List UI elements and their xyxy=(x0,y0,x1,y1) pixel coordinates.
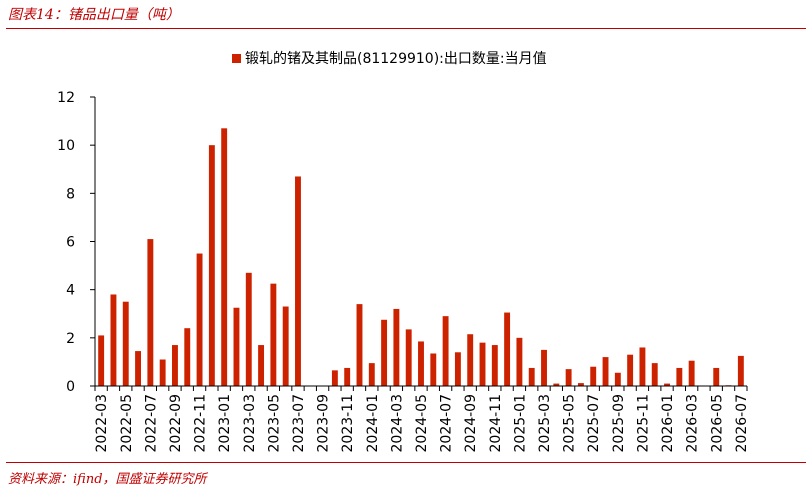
bar-2024-03 xyxy=(393,308,400,386)
bar-2023-12 xyxy=(356,304,363,386)
bar-2023-11 xyxy=(344,367,351,386)
bar-2025-04 xyxy=(553,383,560,386)
y-tick-label: 10 xyxy=(57,138,75,154)
bar-2024-10 xyxy=(479,342,486,386)
source-note: 资料来源：ifind，国盛证券研究所 xyxy=(8,472,207,487)
source-rule xyxy=(6,462,806,463)
x-tick-label: 2023-01 xyxy=(217,394,233,453)
x-tick-label: 2022-03 xyxy=(94,394,110,453)
x-tick-label: 2023-05 xyxy=(266,394,282,453)
x-tick-label: 2025-05 xyxy=(562,394,578,453)
x-tick-label: 2023-09 xyxy=(316,394,332,453)
bar-2022-11 xyxy=(196,253,203,386)
bar-2024-12 xyxy=(504,312,511,386)
x-tick-label: 2024-01 xyxy=(365,394,381,453)
x-tick-label: 2022-11 xyxy=(193,394,209,453)
y-tick-label: 8 xyxy=(66,186,75,202)
y-tick-label: 2 xyxy=(66,331,75,347)
bar-2022-07 xyxy=(147,239,154,386)
bar-2024-09 xyxy=(467,334,474,386)
bar-2024-05 xyxy=(418,341,424,386)
x-tick-label: 2022-07 xyxy=(143,394,159,453)
bar-2025-02 xyxy=(528,367,535,386)
legend-swatch xyxy=(232,53,241,63)
bar-2026-01 xyxy=(664,383,670,386)
bar-series xyxy=(98,128,744,387)
x-tick-label: 2024-09 xyxy=(463,394,479,453)
bar-2025-07 xyxy=(590,366,597,386)
bar-2025-08 xyxy=(602,357,609,386)
bar-2022-05 xyxy=(122,301,129,386)
x-tick-label: 2022-09 xyxy=(168,394,184,453)
bar-2022-03 xyxy=(98,335,105,386)
bar-2026-03 xyxy=(688,360,695,386)
bar-2024-02 xyxy=(381,319,388,386)
bar-2022-10 xyxy=(184,328,191,386)
bar-2024-07 xyxy=(442,316,449,386)
x-tick-label: 2026-05 xyxy=(709,394,725,453)
x-tick-label: 2026-01 xyxy=(660,394,676,453)
bar-2026-02 xyxy=(676,367,683,386)
bar-2023-07 xyxy=(295,176,301,386)
bar-2024-04 xyxy=(405,329,412,386)
bar-2022-09 xyxy=(172,345,178,386)
x-tick-label: 2025-09 xyxy=(611,394,627,453)
y-axis: 0 2 4 6 8 10 12 xyxy=(57,90,96,395)
chart-legend: 锻轧的锗及其制品(81129910):出口数量:当月值 xyxy=(232,48,547,68)
bar-2024-08 xyxy=(454,352,461,386)
bar-2023-06 xyxy=(282,306,289,386)
bar-2025-06 xyxy=(577,383,584,386)
x-tick-label: 2023-03 xyxy=(242,394,258,453)
bar-2026-07 xyxy=(737,355,744,386)
y-tick-label: 6 xyxy=(66,235,75,251)
bar-2022-08 xyxy=(159,359,166,386)
x-tick-label: 2025-03 xyxy=(537,394,553,453)
bar-2022-12 xyxy=(208,145,215,386)
legend-label: 锻轧的锗及其制品(81129910):出口数量:当月值 xyxy=(245,51,547,67)
bar-2025-03 xyxy=(541,349,547,387)
bar-2024-06 xyxy=(430,353,437,386)
bar-2022-06 xyxy=(135,351,141,386)
bar-2024-01 xyxy=(368,363,375,386)
x-tick-label: 2025-01 xyxy=(512,394,528,453)
bar-2025-01 xyxy=(516,337,523,386)
bar-2026-05 xyxy=(713,367,720,386)
figure-title: 图表14：锗品出口量（吨） xyxy=(8,7,180,23)
bar-2023-02 xyxy=(233,307,240,386)
bar-2023-04 xyxy=(258,345,265,386)
x-tick-label: 2026-07 xyxy=(734,394,750,453)
x-tick-label: 2024-05 xyxy=(414,394,430,453)
bar-2025-11 xyxy=(639,347,646,386)
x-tick-label: 2025-07 xyxy=(586,394,602,453)
x-tick-label: 2023-07 xyxy=(291,394,307,453)
title-rule xyxy=(6,28,806,29)
x-tick-label: 2024-11 xyxy=(488,394,504,453)
x-tick-label: 2023-11 xyxy=(340,394,356,453)
bar-2024-11 xyxy=(491,345,498,386)
bar-2022-04 xyxy=(110,294,117,386)
x-tick-label: 2022-05 xyxy=(119,394,135,453)
bar-2023-05 xyxy=(270,283,277,386)
bar-2025-10 xyxy=(627,354,634,386)
y-tick-label: 4 xyxy=(66,283,75,299)
bar-2025-12 xyxy=(651,363,658,386)
x-tick-label: 2026-03 xyxy=(685,394,701,453)
x-tick-label: 2024-03 xyxy=(389,394,405,453)
bar-2023-01 xyxy=(221,128,228,386)
x-tick-label: 2025-11 xyxy=(635,394,651,453)
y-tick-label: 12 xyxy=(57,90,75,106)
x-axis: 2022-03 2022-05 2022-07 2022-09 2022-11 2023-… xyxy=(94,385,750,453)
bar-2025-05 xyxy=(565,369,572,386)
y-tick-label: 0 xyxy=(66,379,75,395)
x-tick-label: 2024-07 xyxy=(439,394,455,453)
bar-2023-03 xyxy=(245,272,252,386)
bar-2023-10 xyxy=(331,370,338,386)
bar-2025-09 xyxy=(614,372,621,386)
